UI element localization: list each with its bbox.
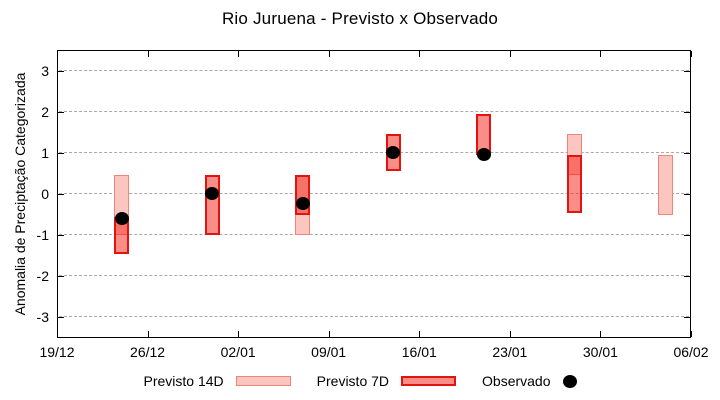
observed-dot <box>476 147 491 161</box>
y-tick-mark <box>58 70 64 72</box>
observado-dot-icon <box>562 374 577 388</box>
gridline <box>59 151 689 153</box>
x-tick-label: 16/01 <box>401 344 437 360</box>
y-tick-mark <box>58 317 64 319</box>
y-tick-label: 1 <box>41 144 49 161</box>
gridline <box>59 234 689 236</box>
x-tick-mark <box>328 331 330 337</box>
y-tick-mark <box>684 235 690 237</box>
y-tick-mark <box>684 317 690 319</box>
x-tick-mark <box>57 51 58 57</box>
x-tick-mark <box>238 331 240 337</box>
x-tick-mark <box>328 51 330 57</box>
x-tick-mark <box>509 331 511 337</box>
x-tick-mark <box>509 51 511 57</box>
previsto-14d-swatch-icon <box>235 376 291 386</box>
y-tick-label: 2 <box>41 103 49 120</box>
y-tick-mark <box>58 111 64 113</box>
x-tick-mark <box>419 331 421 337</box>
chart-title: Rio Juruena - Previsto x Observado <box>221 9 499 28</box>
gridline <box>59 316 689 318</box>
legend-item-observado: Observado <box>482 373 577 389</box>
x-tick-label: 02/01 <box>220 344 256 360</box>
y-tick-label: 3 <box>41 62 49 79</box>
observed-dot <box>205 187 220 200</box>
x-tick-label: 23/01 <box>492 344 528 360</box>
y-tick-mark <box>684 152 690 154</box>
y-tick-label: -1 <box>36 227 49 244</box>
x-tick-mark <box>147 51 149 57</box>
x-tick-label: 09/01 <box>311 344 347 360</box>
x-tick-label: 30/01 <box>582 344 618 360</box>
gridline <box>59 275 689 277</box>
y-tick-label: -2 <box>36 268 49 285</box>
legend: Previsto 14D Previsto 7D Observado <box>0 368 720 394</box>
previsto-7d-swatch-icon <box>401 376 457 386</box>
x-tick-label: 26/12 <box>130 344 166 360</box>
legend-label-observado: Observado <box>482 373 551 389</box>
legend-item-previsto-7d: Previsto 7D <box>316 373 457 389</box>
gridline <box>59 69 689 71</box>
observed-dot <box>114 211 129 225</box>
y-tick-mark <box>58 276 64 278</box>
x-tick-mark <box>600 51 602 57</box>
gridline <box>59 193 689 194</box>
x-tick-mark <box>57 331 58 337</box>
x-tick-mark <box>691 331 692 337</box>
y-tick-mark <box>58 235 64 237</box>
x-tick-mark <box>147 331 149 337</box>
y-tick-mark <box>58 194 64 195</box>
x-tick-label: 19/12 <box>39 344 75 360</box>
y-tick-mark <box>58 152 64 154</box>
x-tick-label: 06/02 <box>673 344 709 360</box>
x-tick-mark <box>419 51 421 57</box>
observed-dot <box>295 197 310 211</box>
x-tick-mark <box>238 51 240 57</box>
y-tick-label: 0 <box>41 186 49 202</box>
legend-item-previsto-14d: Previsto 14D <box>144 373 291 389</box>
previsto-7d-bar <box>204 175 220 236</box>
y-tick-label: -3 <box>36 309 49 326</box>
y-tick-mark <box>684 70 690 72</box>
x-tick-mark <box>600 331 602 337</box>
x-tick-mark <box>691 51 692 57</box>
plot-area <box>57 50 691 338</box>
legend-label-previsto-14d: Previsto 14D <box>143 373 224 389</box>
y-tick-mark <box>684 194 690 195</box>
legend-label-previsto-7d: Previsto 7D <box>316 373 390 389</box>
observed-dot <box>386 145 401 159</box>
y-tick-mark <box>684 111 690 113</box>
y-tick-mark <box>684 276 690 278</box>
previsto-14d-bar <box>657 154 673 215</box>
previsto-7d-bar <box>567 154 583 213</box>
gridline <box>59 110 689 112</box>
